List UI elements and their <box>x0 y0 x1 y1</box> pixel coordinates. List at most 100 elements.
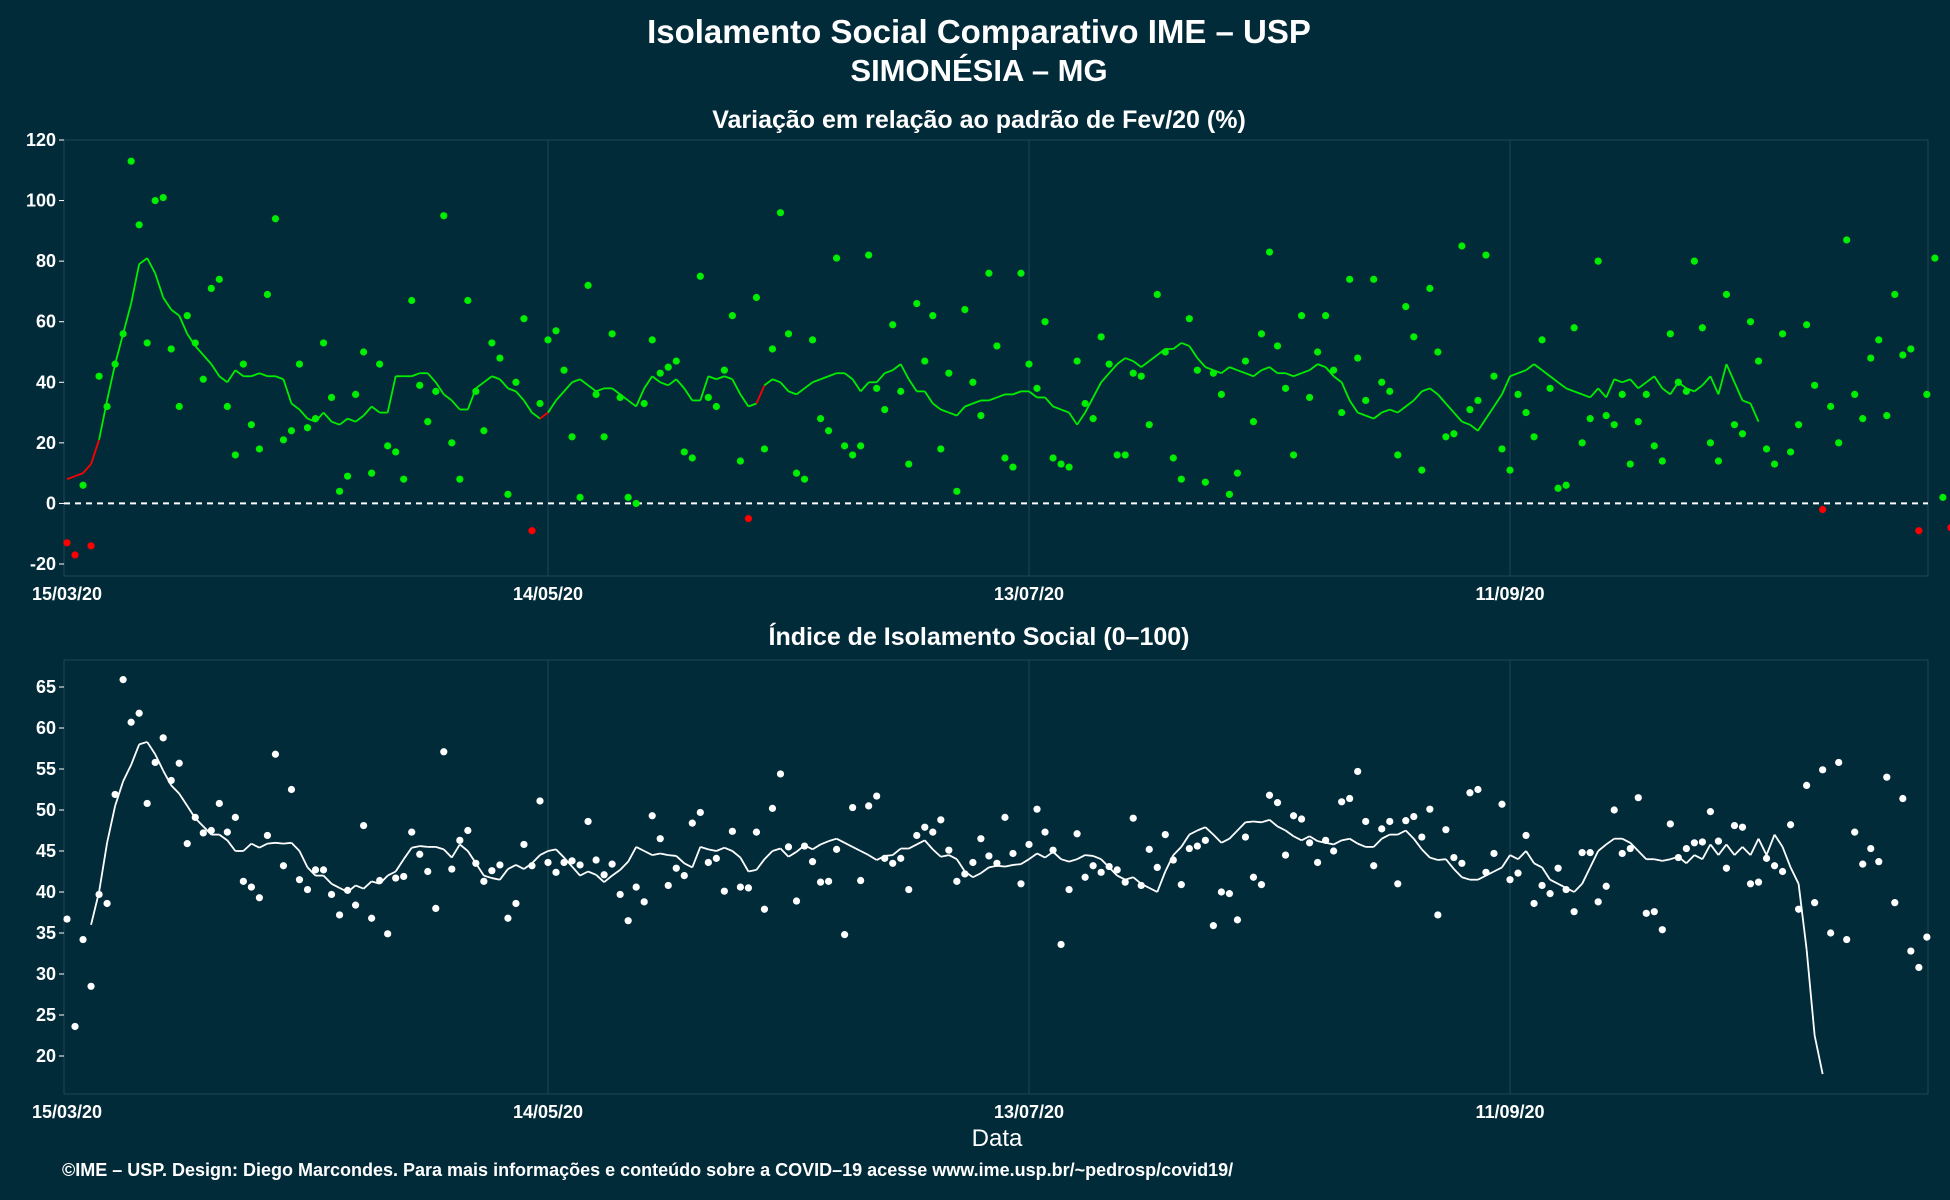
variation-data-point <box>688 454 696 462</box>
variation-data-point <box>1033 384 1041 392</box>
variation-moving-average-segment <box>202 354 212 365</box>
index-moving-average-segment <box>250 842 260 849</box>
index-data-point <box>1394 880 1402 888</box>
index-data-point <box>1113 866 1121 874</box>
variation-moving-average-segment <box>1196 357 1207 368</box>
variation-moving-average-segment <box>675 378 685 389</box>
variation-data-point <box>552 327 560 335</box>
index-moving-average-segment <box>908 843 918 850</box>
index-data-point <box>1169 856 1177 864</box>
variation-data-point <box>368 469 376 477</box>
variation-moving-average-segment <box>627 399 637 408</box>
variation-data-point <box>1121 451 1129 459</box>
index-moving-average-segment <box>1261 818 1270 824</box>
variation-data-point <box>303 424 312 432</box>
index-moving-average-segment <box>563 856 573 868</box>
index-plot-area <box>63 659 1929 1095</box>
variation-y-tick-label: 120 <box>26 130 56 150</box>
index-moving-average-segment <box>1180 834 1191 848</box>
index-data-point <box>1442 826 1450 834</box>
index-data-point <box>1907 947 1915 955</box>
variation-data-point <box>1538 336 1546 344</box>
index-moving-average-segment <box>1693 854 1703 861</box>
variation-moving-average-segment <box>739 393 750 408</box>
index-data-point <box>1153 863 1161 872</box>
variation-data-point <box>440 212 448 220</box>
variation-moving-average-segment <box>555 390 565 402</box>
index-data-point <box>71 1022 79 1031</box>
variation-data-point <box>1859 415 1867 423</box>
variation-data-point <box>528 527 536 535</box>
index-moving-average-segment <box>779 847 790 858</box>
index-data-point <box>1811 899 1819 907</box>
variation-moving-average-segment <box>579 378 589 387</box>
index-moving-average-segment <box>298 850 309 868</box>
index-moving-average-segment <box>1413 838 1423 850</box>
index-moving-average-segment <box>1517 850 1527 860</box>
variation-data-point <box>1193 366 1201 374</box>
variation-data-point <box>1586 415 1594 423</box>
variation-moving-average-segment <box>1188 345 1199 359</box>
index-moving-average-segment <box>218 833 228 842</box>
variation-data-point <box>1714 457 1723 465</box>
variation-data-point <box>1594 257 1602 265</box>
variation-data-point <box>1450 430 1458 438</box>
index-data-point <box>1867 844 1875 853</box>
variation-moving-average-segment <box>1461 420 1471 426</box>
variation-data-point <box>1722 290 1731 299</box>
variation-data-point <box>953 487 961 495</box>
index-data-point <box>1426 805 1434 813</box>
index-moving-average-segment <box>1797 883 1808 950</box>
variation-moving-average-segment <box>515 390 525 402</box>
index-data-point <box>432 904 440 913</box>
index-moving-average-segment <box>547 848 557 852</box>
index-data-point <box>584 817 592 826</box>
index-moving-average-segment <box>1629 842 1639 852</box>
variation-panel: 15/03/20 14/05/20 13/07/20 11/09/20 -20 0 20 40… <box>26 130 1950 604</box>
variation-moving-average-segment <box>371 405 381 414</box>
variation-moving-average-segment <box>1405 399 1415 408</box>
index-moving-average-segment <box>1293 835 1302 842</box>
index-data-point <box>1289 812 1298 820</box>
index-moving-average-segment <box>306 866 317 877</box>
index-data-point <box>1434 911 1442 919</box>
index-moving-average-segment <box>154 753 165 772</box>
index-moving-average-segment <box>1373 838 1383 848</box>
variation-data-point <box>1257 330 1266 338</box>
index-moving-average-segment <box>1525 850 1535 864</box>
index-data-point <box>440 748 448 756</box>
variation-data-point <box>664 363 672 371</box>
variation-data-point <box>576 493 584 501</box>
variation-data-point <box>1169 454 1177 462</box>
index-data-point <box>1819 766 1827 774</box>
index-moving-average-segment <box>1597 843 1607 852</box>
variation-moving-average-segment <box>1621 378 1631 384</box>
index-data-point <box>1827 929 1835 937</box>
variation-data-point <box>1811 381 1819 389</box>
index-moving-average-segment <box>331 882 340 889</box>
variation-moving-average-segment <box>1116 357 1126 365</box>
variation-data-point <box>480 427 488 435</box>
variation-data-point <box>175 402 183 411</box>
variation-data-point <box>1466 405 1474 414</box>
index-data-point <box>119 676 127 684</box>
variation-moving-average-segment <box>1261 366 1270 372</box>
variation-data-point <box>648 336 656 344</box>
index-moving-average-segment <box>258 842 268 849</box>
variation-moving-average-segment <box>1285 372 1294 378</box>
index-moving-average-segment <box>1204 826 1214 836</box>
variation-moving-average-segment <box>1429 387 1439 396</box>
variation-data-point <box>1875 336 1883 344</box>
index-moving-average-segment <box>363 880 373 890</box>
index-data-point <box>135 709 143 717</box>
index-moving-average-segment <box>1501 854 1511 868</box>
variation-data-point <box>1434 348 1442 356</box>
variation-moving-average-segment <box>162 296 172 311</box>
index-data-point <box>808 858 817 866</box>
index-data-point <box>792 897 801 905</box>
variation-data-point <box>1217 390 1225 398</box>
variation-moving-average-segment <box>1605 378 1616 398</box>
index-data-point <box>303 885 312 894</box>
variation-moving-average-segment <box>876 372 886 383</box>
variation-data-point <box>1458 242 1466 250</box>
